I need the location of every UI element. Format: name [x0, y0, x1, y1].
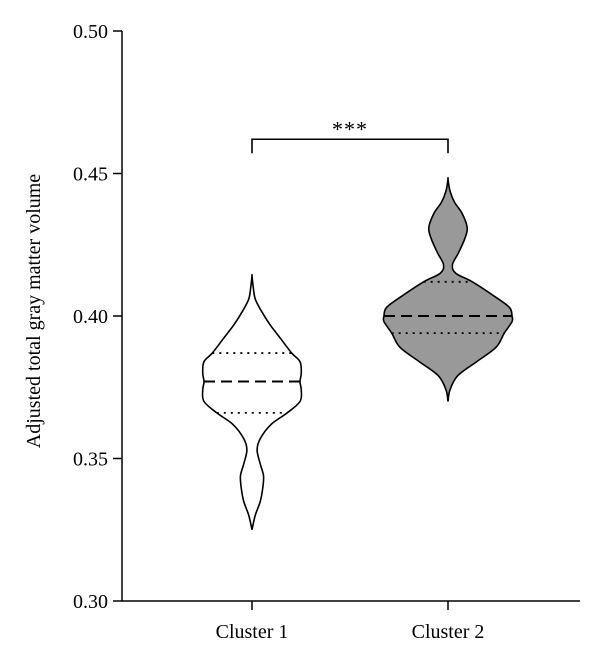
violins: [201, 176, 514, 530]
y-tick-label: 0.45: [73, 164, 108, 186]
x-tick-label: Cluster 1: [216, 621, 289, 643]
x-axis-labels: Cluster 1 Cluster 2: [216, 601, 485, 643]
y-axis-ticks: 0.30 0.35 0.40 0.45 0.50: [73, 21, 122, 613]
y-tick-label: 0.40: [73, 306, 108, 328]
axes: [121, 31, 580, 602]
violin-1: [201, 273, 303, 530]
y-tick-label: 0.30: [73, 591, 108, 613]
significance-bracket: ***: [251, 116, 449, 154]
y-axis-title: Adjusted total gray matter volume: [23, 174, 45, 448]
y-tick-label: 0.50: [73, 21, 108, 43]
x-tick-label: Cluster 2: [412, 621, 485, 643]
y-tick-label: 0.35: [73, 449, 108, 471]
violin-2: [382, 176, 514, 402]
bracket-line: [251, 138, 449, 154]
significance-label: ***: [332, 116, 368, 141]
